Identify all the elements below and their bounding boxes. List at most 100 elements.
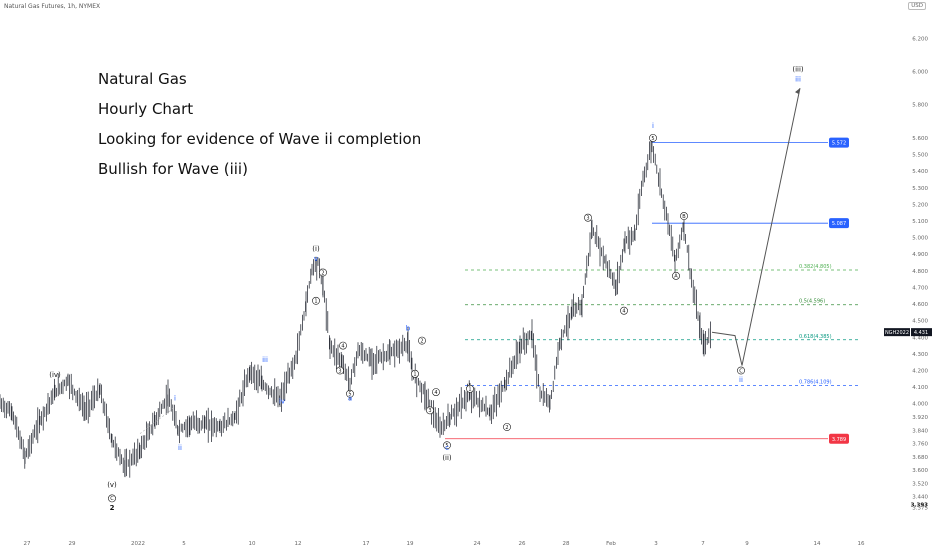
- x-tick-label: 19: [407, 541, 414, 547]
- y-tick-label: 4.100: [912, 385, 928, 391]
- wave-circle: [443, 441, 451, 450]
- wave-circle-label: 1: [413, 372, 416, 378]
- y-tick-label: 3.920: [912, 415, 928, 421]
- fib-label: 0.382(4.805): [799, 264, 832, 270]
- projection-path: [711, 88, 801, 366]
- price-series: [0, 134, 711, 478]
- fib-label: 0.618(4.385): [799, 334, 832, 340]
- level-box: [829, 218, 849, 229]
- y-tick-label: 3.840: [912, 428, 928, 434]
- y-tick-label: 4.500: [912, 319, 928, 325]
- y-tick-label: 3.680: [912, 455, 928, 461]
- wave-circle-label: A: [674, 274, 678, 280]
- y-tick-label: 5.100: [912, 219, 928, 225]
- wave-circle-label: 4: [341, 343, 344, 349]
- wave-circle-label: 1: [314, 299, 317, 305]
- wave-circle: [737, 366, 745, 375]
- fib-label: 0.786(4.109): [799, 380, 832, 386]
- y-tick-label: 3.375: [912, 506, 928, 512]
- wave-circle: [411, 369, 419, 378]
- symbol-title: Natural Gas Futures, 1h, NYMEX: [4, 3, 101, 10]
- wave-label: (ii): [442, 454, 452, 462]
- wave-label: (v): [107, 481, 117, 489]
- wave-circle-label: 3: [338, 368, 341, 374]
- wave-label: (iv): [49, 371, 61, 379]
- level-box-label: 5.087: [832, 221, 846, 227]
- y-tick-label: 4.800: [912, 269, 928, 275]
- wave-label: i: [652, 122, 654, 130]
- y-tick-label: 4.400: [912, 335, 928, 341]
- wave-circle: [319, 268, 327, 277]
- x-tick-label: 10: [249, 541, 256, 547]
- price-levels: 5.572 5.087 3.789: [445, 137, 849, 444]
- wave-circle: [312, 296, 320, 305]
- projection-arrowhead: [795, 88, 800, 95]
- wave-circle-label: 3: [428, 408, 431, 414]
- wave-circle-label: 3: [586, 215, 589, 221]
- y-tick-label: 3.520: [912, 481, 928, 487]
- wave-label: iii: [262, 356, 268, 364]
- wave-circle-label: C: [110, 496, 114, 502]
- wave-circle: [649, 134, 657, 142]
- wave-label: c: [445, 444, 449, 452]
- x-tick-label: Feb: [606, 541, 616, 547]
- wave-circle-label: C: [739, 368, 743, 374]
- currency-badge[interactable]: USD: [908, 2, 926, 10]
- note-timeframe: Hourly Chart: [98, 100, 194, 118]
- wave-circle: [432, 388, 440, 397]
- x-tick-label: 3: [654, 541, 658, 547]
- wave-label: (iii): [792, 66, 804, 74]
- wave-label: ii: [178, 444, 182, 452]
- y-tick-label: 4.900: [912, 252, 928, 258]
- note-bullish: Bullish for Wave (iii): [98, 160, 248, 178]
- wave-circle-label: 4: [434, 390, 437, 396]
- wave-circle: [346, 389, 354, 398]
- y-tick-label: 5.500: [912, 153, 928, 159]
- y-tick-label: 3.440: [912, 495, 928, 501]
- wave-circle: [584, 213, 592, 222]
- wave-circle: [418, 336, 426, 345]
- x-tick-label: 16: [858, 541, 865, 547]
- trend-guide: [139, 406, 176, 434]
- wave-label: ii: [739, 376, 743, 384]
- wave-label: 2: [110, 504, 115, 512]
- level-box-label: 5.572: [832, 141, 846, 147]
- y-tick-label: 4.600: [912, 302, 928, 308]
- wave-circle: [672, 271, 680, 280]
- y-tick-label: 5.200: [912, 202, 928, 208]
- wave-circle: [680, 212, 688, 220]
- note-wave-ii: Looking for evidence of Wave ii completi…: [98, 130, 422, 148]
- projection-line: [711, 88, 801, 366]
- wave-label: iv: [279, 398, 285, 406]
- wave-label: v: [314, 255, 318, 263]
- wave-label: (i): [312, 245, 320, 253]
- y-axis: 3.375 3.440 3.520 3.600 3.680 3.760 3.840 3.920…: [884, 36, 932, 512]
- wave-labels: (iv)(v)C2iiiiiiiv(i)v21435ab21435c(ii)12…: [49, 66, 804, 513]
- wave-circle-label: B: [682, 214, 686, 220]
- y-tick-label: 4.700: [912, 285, 928, 291]
- y-tick-label: 5.400: [912, 169, 928, 175]
- x-tick-label: 27: [24, 541, 31, 547]
- wave-circle-label: 2: [505, 425, 508, 431]
- wave-circle: [339, 341, 347, 350]
- y-tick-label: 3.760: [912, 442, 928, 448]
- wave-circle: [426, 406, 434, 415]
- current-price-label: 4.431: [914, 330, 928, 336]
- x-tick-label: 24: [474, 541, 481, 547]
- x-tick-label: 5: [182, 541, 186, 547]
- wave-label: i: [174, 394, 176, 402]
- fib-label: 0.5(4.596): [799, 299, 825, 305]
- y-tick-label: 6.000: [912, 70, 928, 76]
- y-tick-label: 5.600: [912, 136, 928, 142]
- x-tick-label: 29: [69, 541, 76, 547]
- level-box: [829, 433, 849, 444]
- wave-circle-label: 5: [348, 392, 351, 398]
- wave-label: iii: [795, 75, 801, 83]
- y-tick-label: 4.200: [912, 369, 928, 375]
- x-tick-label: 9: [745, 541, 749, 547]
- wave-circle-label: 2: [321, 270, 324, 276]
- y-tick-label: 5.000: [912, 236, 928, 242]
- x-tick-label: 26: [519, 541, 526, 547]
- y-tick-label: 4.300: [912, 352, 928, 358]
